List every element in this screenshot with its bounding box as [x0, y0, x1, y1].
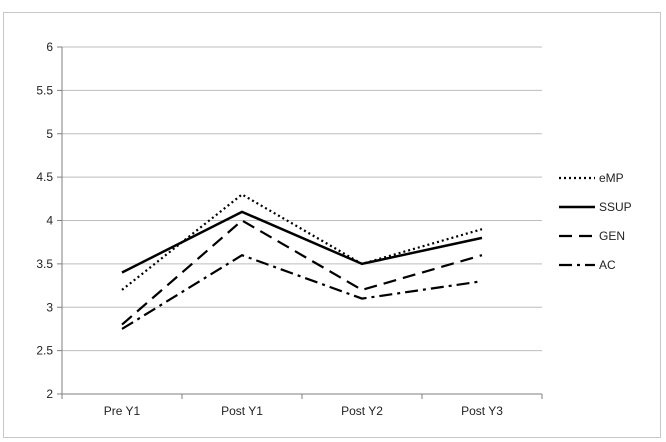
y-tick-label: 5: [46, 127, 53, 141]
legend-label-gen: GEN: [599, 229, 625, 243]
y-tick-label: 3: [46, 300, 53, 314]
series-line-gen: [121, 219, 483, 326]
y-tick-label: 4.5: [36, 170, 53, 184]
x-tick-label: Post Y1: [221, 404, 263, 418]
legend-label-ssup: SSUP: [599, 200, 632, 214]
x-tick-label: Post Y3: [461, 404, 503, 418]
axes: [57, 46, 543, 399]
x-tick-labels: Pre Y1 Post Y1 Post Y2 Post Y3: [104, 404, 503, 418]
y-tick-label: 6: [46, 40, 53, 54]
line-chart: 2 2.5 3 3.5 4 4.5 5 5.5 6 Pre Y1 Post Y1 Post Y2 Po…: [36, 40, 632, 418]
chart-frame: 2 2.5 3 3.5 4 4.5 5 5.5 6 Pre Y1 Post Y1 Post Y2 Po…: [3, 12, 661, 438]
y-tick-labels: 2 2.5 3 3.5 4 4.5 5 5.5 6: [36, 40, 53, 401]
gridlines: [62, 46, 542, 395]
legend: eMP SSUP GEN AC: [559, 171, 632, 272]
series-lines: [121, 193, 483, 330]
y-tick-label: 3.5: [36, 257, 53, 271]
y-tick-label: 2.5: [36, 344, 53, 358]
legend-label-emp: eMP: [599, 171, 624, 185]
y-tick-label: 5.5: [36, 83, 53, 97]
x-tick-label: Pre Y1: [104, 404, 141, 418]
legend-label-ac: AC: [599, 258, 616, 272]
x-tick-label: Post Y2: [341, 404, 383, 418]
y-tick-label: 4: [46, 214, 53, 228]
series-line-ssup: [121, 210, 483, 274]
series-line-ac: [121, 253, 483, 330]
series-line-emp: [121, 193, 483, 291]
y-tick-label: 2: [46, 387, 53, 401]
